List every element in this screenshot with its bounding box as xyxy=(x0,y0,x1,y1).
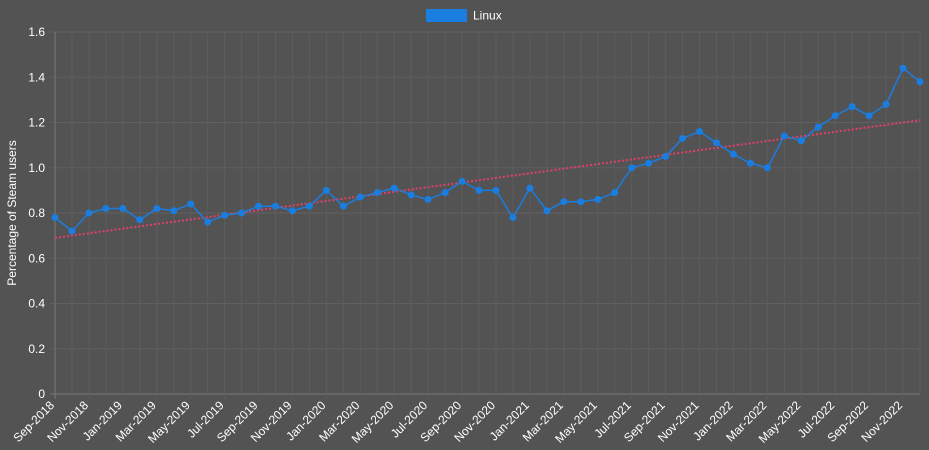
y-tick-label: 0.8 xyxy=(28,206,45,220)
data-point[interactable] xyxy=(492,186,500,194)
data-point[interactable] xyxy=(424,195,432,203)
data-point[interactable] xyxy=(85,209,93,217)
y-axis-title: Percentage of Steam users xyxy=(5,140,19,285)
data-point[interactable] xyxy=(696,128,704,136)
data-point[interactable] xyxy=(458,177,466,185)
legend[interactable]: Linux xyxy=(426,9,502,23)
data-point[interactable] xyxy=(288,207,296,215)
y-tick-label: 0.6 xyxy=(28,251,45,265)
data-point[interactable] xyxy=(543,207,551,215)
data-point[interactable] xyxy=(187,200,195,208)
data-point[interactable] xyxy=(526,184,534,192)
data-point[interactable] xyxy=(119,204,127,212)
grid-lines xyxy=(50,31,921,399)
data-point[interactable] xyxy=(305,202,313,210)
data-point[interactable] xyxy=(831,112,839,120)
data-point[interactable] xyxy=(645,159,653,167)
data-point[interactable] xyxy=(577,198,585,206)
data-points-linux xyxy=(51,64,924,235)
data-point[interactable] xyxy=(136,216,144,224)
data-point[interactable] xyxy=(407,191,415,199)
data-point[interactable] xyxy=(170,207,178,215)
y-tick-label: 1.4 xyxy=(28,70,45,84)
x-axis-ticks: Sep-2018Nov-2018Jan-2019Mar-2019May-2019… xyxy=(10,398,905,446)
data-point[interactable] xyxy=(780,132,788,140)
y-tick-label: 1.0 xyxy=(28,161,45,175)
data-point[interactable] xyxy=(611,189,619,197)
data-point[interactable] xyxy=(441,189,449,197)
data-point[interactable] xyxy=(221,211,229,219)
data-point[interactable] xyxy=(560,198,568,206)
y-axis-ticks: 0 0.2 0.4 0.6 0.8 1.0 1.2 1.4 1.6 xyxy=(28,25,45,401)
data-point[interactable] xyxy=(916,78,924,86)
y-tick-label: 0 xyxy=(38,387,45,401)
data-point[interactable] xyxy=(594,195,602,203)
data-point[interactable] xyxy=(712,139,720,147)
data-point[interactable] xyxy=(356,193,364,201)
data-point[interactable] xyxy=(390,184,398,192)
data-point[interactable] xyxy=(848,103,856,111)
data-point[interactable] xyxy=(204,218,212,226)
data-point[interactable] xyxy=(882,100,890,108)
data-point[interactable] xyxy=(68,227,76,235)
data-point[interactable] xyxy=(814,123,822,131)
data-point[interactable] xyxy=(679,134,687,142)
data-point[interactable] xyxy=(899,64,907,72)
data-point[interactable] xyxy=(153,204,161,212)
data-point[interactable] xyxy=(238,209,246,217)
y-tick-label: 0.2 xyxy=(28,342,45,356)
data-point[interactable] xyxy=(865,112,873,120)
data-point[interactable] xyxy=(475,186,483,194)
data-point[interactable] xyxy=(662,152,670,160)
data-point[interactable] xyxy=(373,189,381,197)
y-tick-label: 0.4 xyxy=(28,297,45,311)
data-point[interactable] xyxy=(729,150,737,158)
data-point[interactable] xyxy=(339,202,347,210)
data-point[interactable] xyxy=(255,202,263,210)
y-tick-label: 1.2 xyxy=(28,116,45,130)
data-point[interactable] xyxy=(509,214,517,222)
series-line-linux xyxy=(54,67,921,233)
data-point[interactable] xyxy=(271,202,279,210)
trend-line xyxy=(54,119,921,239)
legend-label-linux: Linux xyxy=(473,9,502,23)
legend-swatch-linux xyxy=(426,9,467,22)
y-tick-label: 1.6 xyxy=(28,25,45,39)
data-point[interactable] xyxy=(746,159,754,167)
data-point[interactable] xyxy=(763,164,771,172)
data-point[interactable] xyxy=(797,137,805,145)
data-point[interactable] xyxy=(102,204,110,212)
data-point[interactable] xyxy=(628,164,636,172)
data-point[interactable] xyxy=(51,214,59,222)
data-point[interactable] xyxy=(322,186,330,194)
